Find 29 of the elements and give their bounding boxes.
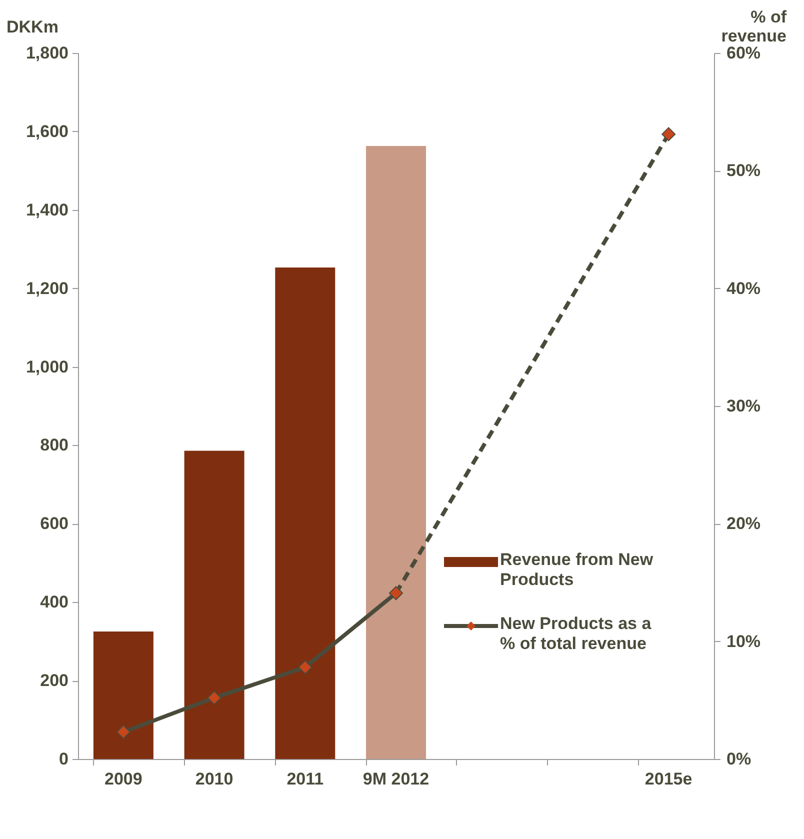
y2-tick-label: 50%	[726, 161, 761, 180]
x-tick-label: 2009	[104, 770, 142, 788]
legend-label: Revenue from New Products	[500, 550, 654, 589]
y-tick-label: 1,600	[26, 122, 68, 141]
y-tick-label: 200	[40, 671, 68, 690]
y-tick-label: 1,000	[26, 357, 68, 376]
y-tick-label: 1,200	[26, 278, 68, 298]
y2-tick-label: 0%	[726, 750, 752, 768]
y2-tick-label: 40%	[726, 278, 761, 298]
y-tick-label: 600	[40, 514, 68, 534]
y2-tick-label: 10%	[726, 632, 761, 651]
x-tick-label: 2015e	[644, 770, 692, 788]
y-tick-label: 1,400	[26, 200, 68, 220]
y2-axis-title: % of revenue	[721, 8, 787, 46]
y-axis-title: DKKm	[6, 18, 58, 36]
legend-label: New Products as a % of total revenue	[500, 614, 652, 653]
x-tick-label: 2011	[286, 770, 324, 788]
y-tick-label: 400	[40, 592, 68, 612]
bar	[275, 268, 336, 759]
y2-tick-label: 20%	[726, 514, 761, 534]
y-tick-label: 0	[59, 750, 68, 768]
x-tick-label: 9M 2012	[362, 770, 430, 788]
bar	[366, 146, 426, 759]
y-tick-label: 800	[40, 436, 68, 455]
y2-tick-label: 60%	[726, 44, 761, 62]
point	[662, 127, 676, 142]
x-tick-label: 2010	[195, 770, 234, 788]
y-tick-label: 1,800	[26, 44, 68, 62]
y2-tick-label: 30%	[726, 396, 761, 416]
